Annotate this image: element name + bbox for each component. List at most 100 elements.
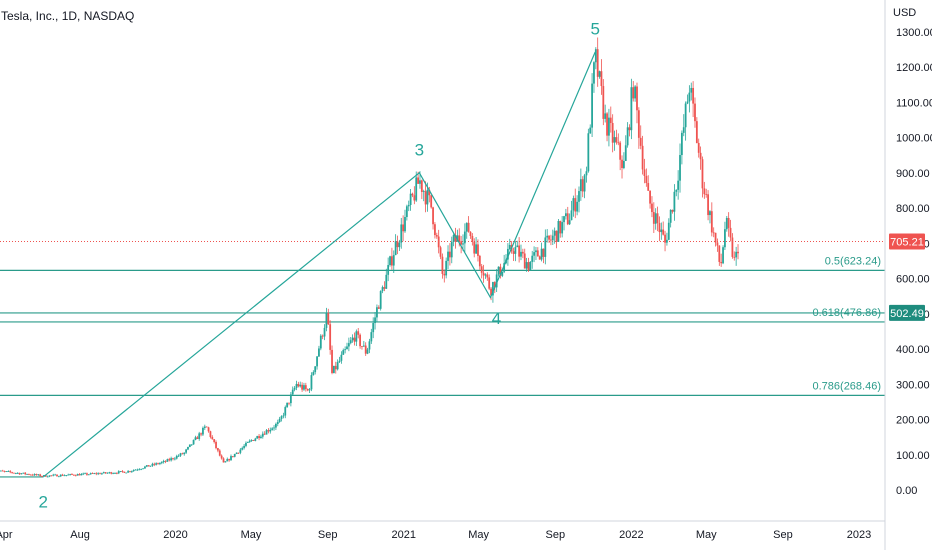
y-tick-label: 900.00 [896,168,930,180]
candle-body [465,222,468,232]
candle-body [48,475,51,477]
candle-body [310,375,313,390]
wave-layer: 2 3 4 5 [39,19,600,511]
candle-body [460,241,463,245]
candle-body [217,448,219,451]
x-tick-label: Sep [773,529,793,541]
candle-body [419,180,421,184]
candle-body [529,261,532,271]
candle-body [334,365,337,370]
candle-body [370,332,373,342]
candle-body [24,472,27,475]
candle-body [3,471,6,472]
candle-body [166,459,169,462]
candle-body [46,476,49,478]
candle-body [282,415,285,417]
candle-body [690,87,693,93]
candle-body [679,155,681,181]
candle-body [563,216,565,223]
candle-body [608,117,610,136]
candle-body [263,433,266,435]
candle-body [632,87,635,99]
candle-body [613,137,616,143]
candle-body [703,188,706,195]
candle-body [361,346,363,348]
candle-body [63,475,66,477]
candle-body [205,426,208,428]
candle-body [486,274,489,278]
candle-body [125,472,128,474]
candle-body [536,250,539,257]
candle-body [647,183,650,191]
candle-body [422,191,425,192]
candle-body [589,127,592,134]
y-tick-label: 0.00 [896,485,917,497]
candle-body [108,472,111,474]
y-tick-label: 1300.00 [896,27,932,39]
candle-body [488,277,491,289]
candle-body [712,232,715,234]
candle-body [13,472,15,474]
symbol-title[interactable]: Tesla, Inc., 1D, NASDAQ [0,8,139,24]
candle-body [271,428,274,430]
candle-body [557,221,560,242]
candle-body [593,62,595,84]
candle-body [136,469,139,471]
candle-body [321,335,324,337]
candle-body [737,251,739,254]
candle-body [447,251,449,261]
candle-body [624,145,627,162]
candle-body [74,475,77,477]
candle-body [145,465,148,467]
candle-body [578,191,580,202]
candle-body [65,475,68,476]
candle-body [611,123,614,143]
candle-body [29,474,32,476]
wave-line [42,51,596,478]
candle-body [566,213,569,225]
candle-body [701,159,704,189]
candle-body [144,466,146,469]
candle-body [333,365,335,373]
candle-body [132,470,135,472]
candle-body [276,422,279,425]
candle-body [424,191,427,205]
candle-body [641,145,644,170]
y-tick-label: 300.00 [896,379,930,391]
x-tick-label: May [468,529,489,541]
wave-label: 3 [415,140,424,159]
candle-body [484,274,487,276]
candle-body [22,472,25,474]
candle-body [722,247,724,264]
candle-body [308,389,311,391]
candle-body [598,71,601,77]
candle-body [331,349,333,373]
candle-body [643,169,646,176]
candle-body [9,471,12,473]
candle-body [252,440,255,441]
candle-body [469,231,472,237]
candle-body [561,222,564,234]
candle-body [692,87,695,104]
candle-body [686,101,689,104]
y-tick-label: 100.00 [896,450,930,462]
candle-body [303,385,305,390]
candle-body [645,175,648,184]
y-tick-label: 1100.00 [896,97,932,109]
candle-body [437,236,440,248]
wave-label: 2 [39,492,48,511]
candle-body [349,340,352,344]
candle-body [512,251,515,254]
candle-body [37,474,40,476]
candle-body [5,471,8,473]
candle-body [228,459,231,461]
candle-body [115,473,118,474]
candle-body [398,242,401,248]
y-tick-label: 1200.00 [896,62,932,74]
candle-body [327,313,330,325]
candle-body [78,474,81,476]
candle-body [368,341,371,350]
candle-body [637,110,640,138]
candle-body [634,86,637,99]
